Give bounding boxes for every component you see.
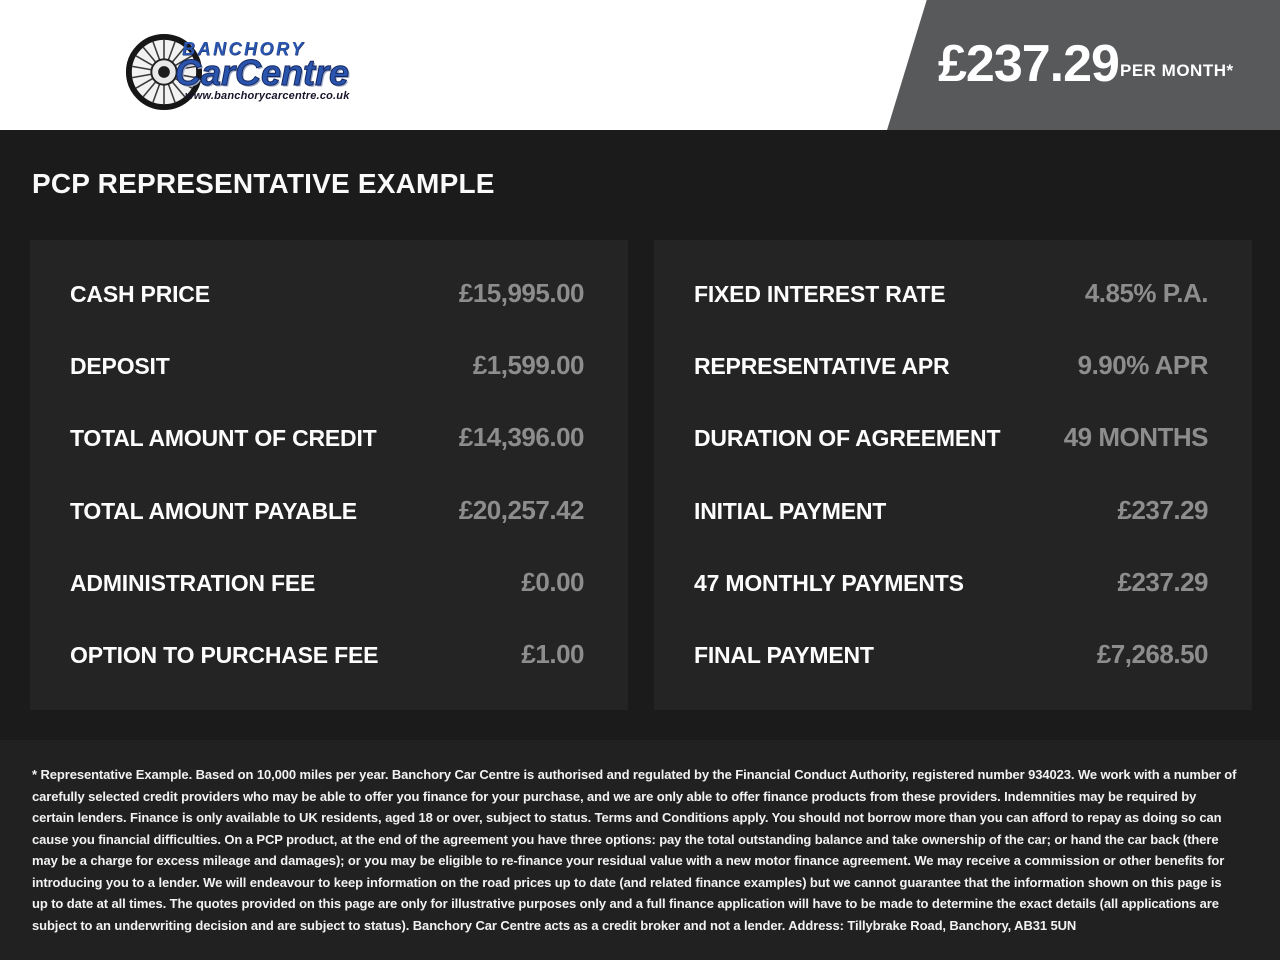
- disclaimer-text: * Representative Example. Based on 10,00…: [32, 767, 1237, 933]
- finance-row-value: £237.29: [1117, 566, 1209, 597]
- footer-section: * Representative Example. Based on 10,00…: [0, 740, 1280, 960]
- logo-website-url: www.banchorycarcentre.co.uk: [185, 90, 350, 102]
- finance-row-representative-apr: REPRESENTATIVE APR 9.90% APR: [694, 350, 1209, 381]
- page-title: PCP REPRESENTATIVE EXAMPLE: [32, 168, 495, 199]
- finance-row-option-to-purchase-fee: OPTION TO PURCHASE FEE £1.00: [70, 639, 584, 670]
- finance-row-value: 9.90% APR: [1077, 350, 1209, 381]
- finance-row-value: £0.00: [521, 566, 584, 597]
- logo-name-line2: CarCentre: [174, 52, 350, 94]
- finance-row-value: £1,599.00: [472, 350, 585, 381]
- logo-name-line1: BANCHORY: [182, 39, 306, 59]
- finance-row-value: 49 MONTHS: [1063, 422, 1209, 453]
- finance-panel-left: CASH PRICE £15,995.00 DEPOSIT £1,599.00 …: [30, 240, 628, 710]
- finance-row-admin-fee: ADMINISTRATION FEE £0.00: [70, 567, 584, 598]
- alloy-wheel-icon: [125, 33, 203, 116]
- finance-row-value: £237.29: [1117, 494, 1209, 525]
- finance-row-total-credit: TOTAL AMOUNT OF CREDIT £14,396.00: [70, 422, 585, 453]
- finance-row-label: ADMINISTRATION FEE: [70, 569, 316, 596]
- finance-row-monthly-payments: 47 MONTHLY PAYMENTS £237.29: [694, 566, 1209, 598]
- finance-row-label: DURATION OF AGREEMENT: [694, 425, 1001, 452]
- finance-row-label: TOTAL AMOUNT PAYABLE: [70, 497, 357, 524]
- header-bar: BANCHORY CarCentre www.banchorycarcentre…: [0, 0, 1280, 130]
- finance-row-value: 4.85% P.A.: [1084, 278, 1209, 308]
- finance-panel-right: FIXED INTEREST RATE 4.85% P.A. REPRESENT…: [654, 240, 1252, 710]
- finance-row-fixed-interest-rate: FIXED INTEREST RATE 4.85% P.A.: [694, 278, 1209, 309]
- finance-row-value: £1.00: [521, 638, 584, 669]
- finance-row-final-payment: FINAL PAYMENT £7,268.50: [694, 638, 1209, 670]
- finance-row-label: REPRESENTATIVE APR: [694, 353, 950, 380]
- main-section: PCP REPRESENTATIVE EXAMPLE CASH PRICE £1…: [0, 130, 1280, 740]
- finance-row-label: INITIAL PAYMENT: [694, 497, 887, 524]
- finance-row-label: TOTAL AMOUNT OF CREDIT: [70, 425, 377, 452]
- finance-row-value: £15,995.00: [458, 278, 585, 308]
- finance-row-value: £7,268.50: [1096, 638, 1209, 669]
- finance-row-label: CASH PRICE: [70, 281, 210, 307]
- finance-row-value: £14,396.00: [458, 422, 585, 453]
- monthly-price-banner: [887, 0, 1280, 130]
- finance-row-cash-price: CASH PRICE £15,995.00: [70, 278, 585, 309]
- finance-row-total-payable: TOTAL AMOUNT PAYABLE £20,257.42: [70, 494, 585, 526]
- dealer-logo[interactable]: BANCHORY CarCentre www.banchorycarcentre…: [125, 26, 350, 111]
- finance-row-label: OPTION TO PURCHASE FEE: [70, 641, 379, 668]
- finance-row-initial-payment: INITIAL PAYMENT £237.29: [694, 494, 1209, 526]
- finance-row-duration: DURATION OF AGREEMENT 49 MONTHS: [694, 422, 1209, 453]
- finance-row-label: FINAL PAYMENT: [694, 641, 874, 668]
- finance-row-label: FIXED INTEREST RATE: [694, 281, 946, 307]
- finance-row-value: £20,257.42: [458, 494, 585, 525]
- finance-row-label: DEPOSIT: [70, 353, 170, 380]
- finance-row-deposit: DEPOSIT £1,599.00: [70, 350, 585, 381]
- monthly-price-amount: £237.29: [938, 35, 1120, 93]
- monthly-price-period: PER MONTH*: [1120, 61, 1234, 80]
- finance-panels: CASH PRICE £15,995.00 DEPOSIT £1,599.00 …: [30, 240, 1252, 710]
- finance-row-label: 47 MONTHLY PAYMENTS: [694, 569, 964, 596]
